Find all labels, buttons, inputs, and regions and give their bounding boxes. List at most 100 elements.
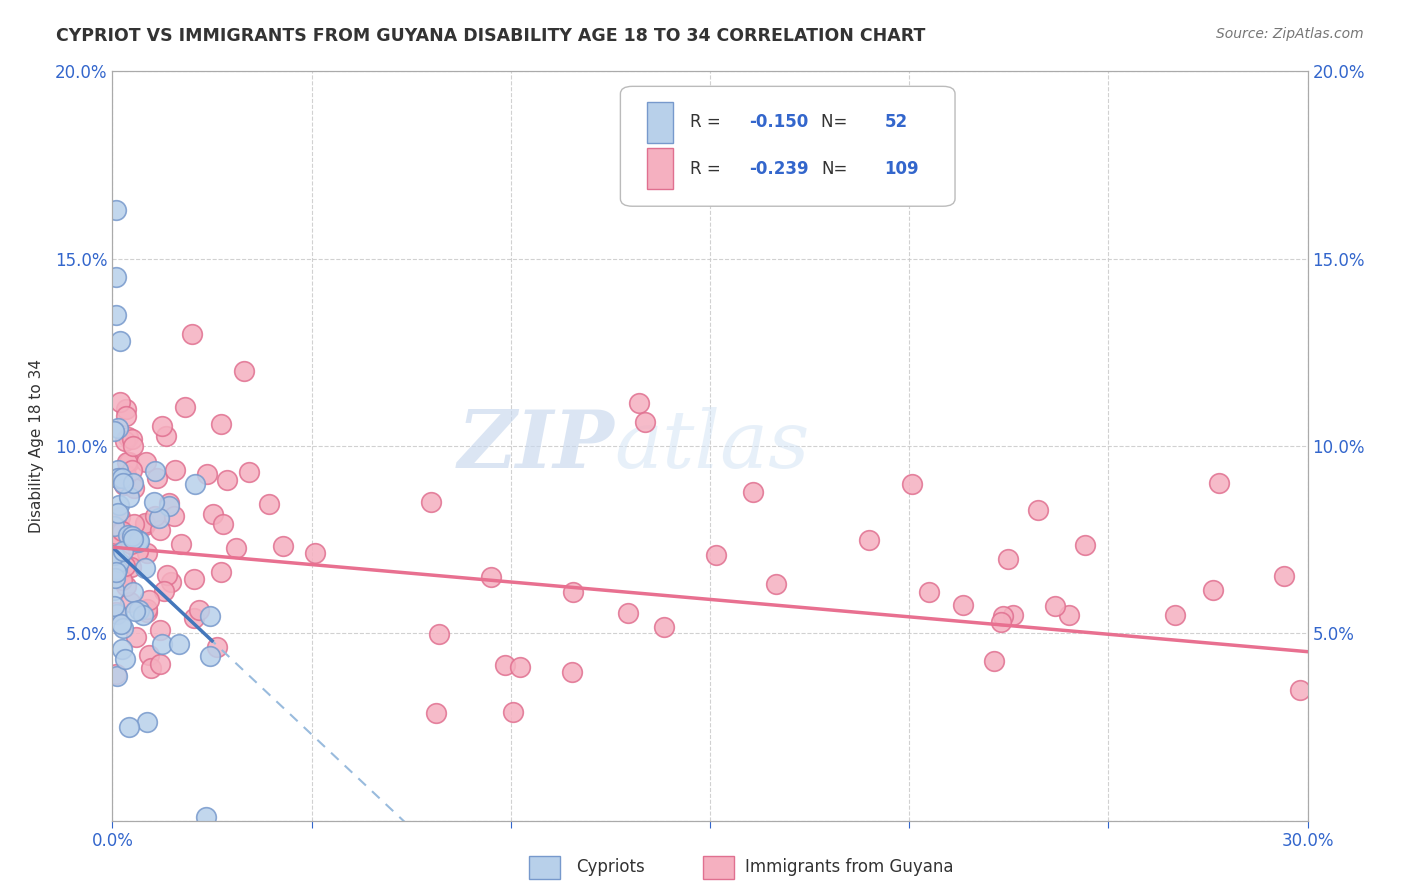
- Point: [120, 559, 142, 574]
- Point: [105, 530, 128, 544]
- Point: [127, 534, 149, 549]
- Point: [111, 642, 134, 657]
- Point: [127, 544, 149, 558]
- Point: [105, 527, 128, 541]
- Point: [103, 583, 125, 598]
- Point: [105, 669, 128, 683]
- Point: [201, 507, 224, 521]
- Point: [118, 490, 141, 504]
- Point: [105, 270, 128, 285]
- Point: [205, 640, 228, 654]
- Point: [122, 532, 145, 546]
- Point: [1208, 475, 1230, 490]
- Point: [134, 560, 156, 574]
- Point: [105, 565, 128, 579]
- Point: [918, 584, 941, 599]
- Point: [198, 649, 221, 664]
- Point: [111, 621, 134, 635]
- Point: [153, 583, 176, 598]
- Point: [124, 604, 146, 618]
- Point: [117, 455, 139, 469]
- FancyBboxPatch shape: [647, 102, 673, 143]
- Point: [901, 477, 924, 491]
- Point: [183, 572, 205, 586]
- Point: [163, 509, 186, 524]
- Point: [121, 476, 143, 491]
- Point: [138, 593, 160, 607]
- Point: [141, 660, 163, 674]
- Point: [107, 567, 129, 582]
- Point: [233, 363, 256, 377]
- Point: [561, 665, 583, 679]
- Point: [127, 533, 149, 547]
- Point: [128, 533, 150, 548]
- Point: [122, 439, 145, 453]
- Point: [225, 541, 247, 555]
- Point: [170, 537, 193, 551]
- Point: [103, 599, 125, 613]
- Point: [120, 537, 142, 551]
- Point: [652, 620, 675, 634]
- FancyBboxPatch shape: [620, 87, 955, 206]
- Point: [114, 478, 136, 492]
- Point: [105, 529, 128, 543]
- Point: [704, 548, 727, 562]
- Point: [105, 667, 128, 681]
- Point: [1026, 503, 1049, 517]
- Text: -0.150: -0.150: [749, 113, 808, 131]
- Point: [150, 637, 173, 651]
- Point: [173, 400, 195, 414]
- Point: [105, 562, 128, 576]
- Point: [114, 652, 136, 666]
- Point: [157, 499, 180, 513]
- Point: [209, 565, 232, 579]
- Point: [209, 417, 232, 431]
- Point: [107, 506, 129, 520]
- Point: [149, 523, 172, 537]
- Point: [1272, 569, 1295, 583]
- Point: [1045, 599, 1067, 614]
- Point: [983, 654, 1005, 668]
- Point: [163, 463, 186, 477]
- Point: [135, 545, 157, 559]
- Point: [146, 471, 169, 485]
- Point: [122, 585, 145, 599]
- Point: [155, 567, 177, 582]
- Point: [159, 575, 181, 590]
- Text: R =: R =: [690, 160, 725, 178]
- Point: [149, 623, 172, 637]
- Text: atlas: atlas: [614, 408, 810, 484]
- Point: [103, 549, 125, 563]
- Point: [121, 432, 143, 446]
- Point: [121, 475, 143, 490]
- Point: [479, 570, 502, 584]
- Point: [107, 463, 129, 477]
- Point: [238, 465, 260, 479]
- Point: [108, 395, 131, 409]
- Point: [195, 810, 218, 824]
- Text: N=: N=: [821, 113, 858, 131]
- Point: [105, 605, 128, 619]
- Point: [135, 714, 157, 729]
- Point: [150, 419, 173, 434]
- Point: [118, 594, 141, 608]
- Point: [114, 409, 136, 424]
- Point: [634, 415, 657, 429]
- Point: [616, 607, 638, 621]
- Point: [110, 616, 132, 631]
- Point: [111, 476, 134, 491]
- Point: [1202, 582, 1225, 597]
- Point: [105, 202, 128, 217]
- Point: [742, 484, 765, 499]
- Text: Source: ZipAtlas.com: Source: ZipAtlas.com: [1216, 27, 1364, 41]
- Point: [181, 326, 204, 341]
- Point: [114, 579, 136, 593]
- Point: [143, 509, 166, 524]
- Point: [114, 468, 136, 483]
- Point: [105, 521, 128, 535]
- Point: [117, 528, 139, 542]
- Point: [184, 477, 207, 491]
- Point: [858, 533, 880, 547]
- Point: [1001, 608, 1024, 623]
- Point: [115, 401, 138, 416]
